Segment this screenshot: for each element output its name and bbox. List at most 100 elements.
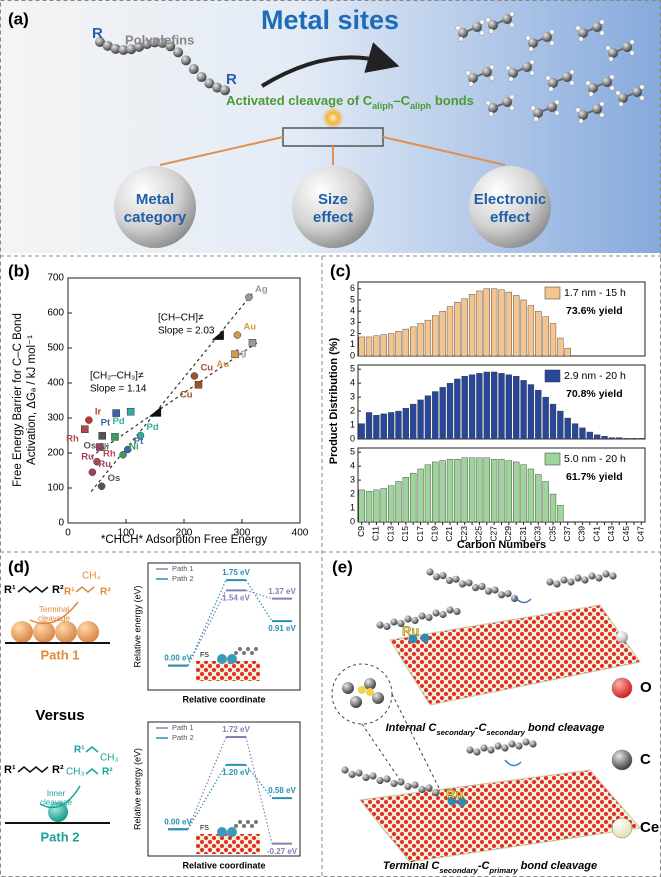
y-tick-label: 400 [47, 378, 64, 389]
hydrogen [479, 30, 485, 36]
molecule-atom [578, 110, 588, 120]
y-axis-label: Relative energy (eV) [132, 748, 142, 830]
chain-atom [425, 613, 433, 622]
alkyl-chain [85, 768, 99, 775]
chain-atom [553, 580, 561, 588]
legend-label: Path 1 [172, 723, 194, 732]
zoom-line [391, 693, 441, 791]
chain-atom [515, 742, 523, 750]
text-part: secondary [486, 728, 525, 737]
molecule-atom [622, 42, 632, 52]
chain-atom [453, 607, 461, 616]
factor-label: Electronic [474, 191, 547, 208]
point [93, 458, 101, 466]
legend-label: C [640, 751, 651, 768]
bar [535, 474, 542, 523]
y-tick-label: 5 [350, 447, 355, 457]
product: R¹ [64, 587, 75, 598]
molecule-atom [472, 22, 482, 32]
y-tick-label: 3 [350, 317, 355, 327]
point-label: Ru [98, 459, 111, 470]
chain-atom [110, 43, 121, 54]
hydrogen [489, 64, 495, 70]
bar [410, 326, 417, 357]
hydrogen [599, 30, 605, 36]
path-name: Path 2 [40, 829, 79, 844]
molecule-atom [632, 87, 642, 97]
inset-metal [227, 654, 237, 664]
chain-atom [602, 570, 610, 578]
chain-atom [141, 39, 152, 50]
bar [476, 290, 483, 357]
legend-atom [616, 631, 628, 643]
y-tick-label: 4 [350, 461, 355, 471]
legend-swatch [544, 452, 561, 466]
point [248, 339, 257, 347]
inset-substrate [196, 834, 260, 854]
bar [402, 477, 409, 523]
value-label: 1.54 eV [222, 593, 250, 602]
legend-label: Path 2 [172, 574, 194, 583]
x-tick-label: C45 [621, 526, 631, 542]
chain-atom [418, 785, 426, 794]
hydrogen [599, 19, 605, 25]
chain-atom [508, 740, 516, 748]
chain-atom [95, 37, 105, 47]
hydrogen [609, 74, 615, 80]
chain-atom [529, 740, 537, 748]
bar [417, 323, 424, 357]
bar [395, 481, 402, 523]
bar [410, 403, 417, 440]
hydrogen [533, 116, 539, 122]
point [85, 416, 93, 424]
pointer-triangle [149, 406, 162, 417]
product: CH₄ [82, 571, 101, 582]
bar [505, 291, 513, 357]
point [233, 331, 242, 339]
connector [187, 579, 227, 666]
fit-line [90, 340, 260, 457]
molecule-atom [458, 28, 468, 38]
chain-atom [574, 574, 582, 582]
chain-atom [439, 610, 447, 619]
chain-atom [390, 779, 398, 788]
y-tick-label: 4 [350, 306, 355, 316]
bar [395, 410, 402, 440]
bar [513, 295, 520, 357]
x-tick-label: C17 [415, 526, 425, 542]
text-part: primary [488, 866, 518, 875]
substituent: R² [52, 584, 64, 596]
panel-label: (e) [332, 557, 353, 576]
bar [498, 458, 505, 523]
product: R² [102, 767, 113, 778]
chain-atom [411, 616, 419, 625]
y-tick-label: 200 [47, 448, 64, 459]
bar [387, 333, 395, 357]
bar [505, 374, 513, 440]
hydrogen [578, 118, 584, 124]
bar [358, 489, 365, 523]
molecule-atom [547, 102, 557, 112]
text-part: bonds [431, 93, 474, 108]
metal-atom [420, 633, 430, 643]
y-tick-label: 0 [350, 433, 355, 443]
molecule-atom [592, 22, 602, 32]
hydrogen [509, 94, 515, 100]
chain-atom [397, 778, 405, 786]
point [194, 381, 203, 389]
bar [638, 438, 645, 440]
bar [373, 489, 380, 523]
chain-end: R [92, 25, 103, 42]
inset-atom [242, 824, 246, 828]
bar [557, 337, 564, 357]
point [81, 425, 89, 433]
hydrogen [554, 99, 560, 105]
point [98, 432, 106, 440]
y-tick-label: 0 [350, 516, 355, 526]
inset-atom [238, 820, 242, 824]
y-axis-label: Relative energy (eV) [132, 585, 142, 667]
chain-atom [452, 575, 460, 583]
bar [527, 468, 535, 523]
plot-frame [147, 721, 301, 857]
